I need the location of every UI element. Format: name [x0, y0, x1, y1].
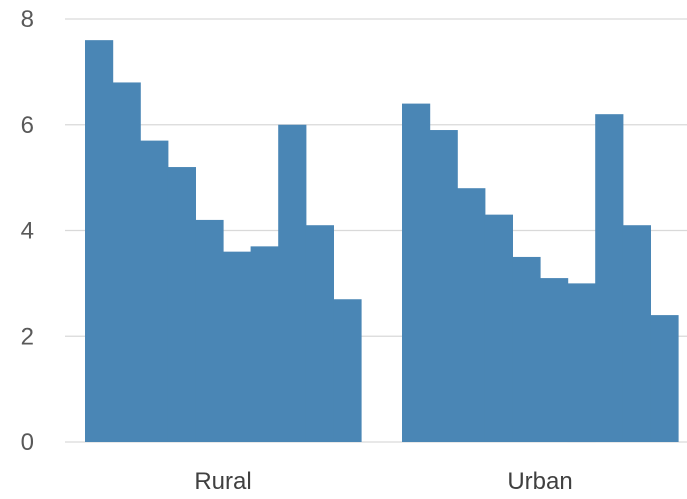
bar-rural-1 — [85, 40, 114, 443]
x-axis-category-labels: Rural Urban — [194, 468, 572, 495]
bar-rural-9 — [305, 225, 334, 442]
bar-urban-7 — [567, 283, 596, 443]
bar-urban-2 — [429, 130, 458, 443]
y-tick-label: 0 — [21, 429, 34, 456]
bar-rural-5 — [195, 219, 224, 442]
bar-urban-10 — [650, 315, 679, 442]
bar-urban-6 — [540, 278, 569, 442]
bars — [85, 40, 679, 443]
bar-rural-7 — [250, 246, 279, 442]
bar-urban-3 — [457, 188, 486, 442]
y-axis-tick-labels: 0 2 4 6 8 — [21, 6, 34, 456]
bar-urban-4 — [484, 214, 513, 442]
bar-urban-8 — [595, 114, 624, 443]
y-tick-label: 2 — [21, 323, 34, 350]
y-tick-label: 8 — [21, 6, 34, 33]
x-category-label-urban: Urban — [507, 468, 572, 495]
bar-rural-4 — [167, 167, 196, 443]
bar-urban-5 — [512, 256, 541, 442]
bar-rural-6 — [223, 251, 252, 442]
x-category-label-rural: Rural — [194, 468, 251, 495]
bar-rural-3 — [140, 140, 169, 443]
bar-urban-1 — [402, 103, 431, 442]
bar-rural-10 — [333, 299, 362, 442]
bar-rural-2 — [112, 82, 141, 442]
bar-urban-9 — [622, 225, 651, 442]
y-tick-label: 6 — [21, 112, 34, 139]
y-tick-label: 4 — [21, 218, 34, 245]
bar-rural-8 — [278, 124, 307, 442]
